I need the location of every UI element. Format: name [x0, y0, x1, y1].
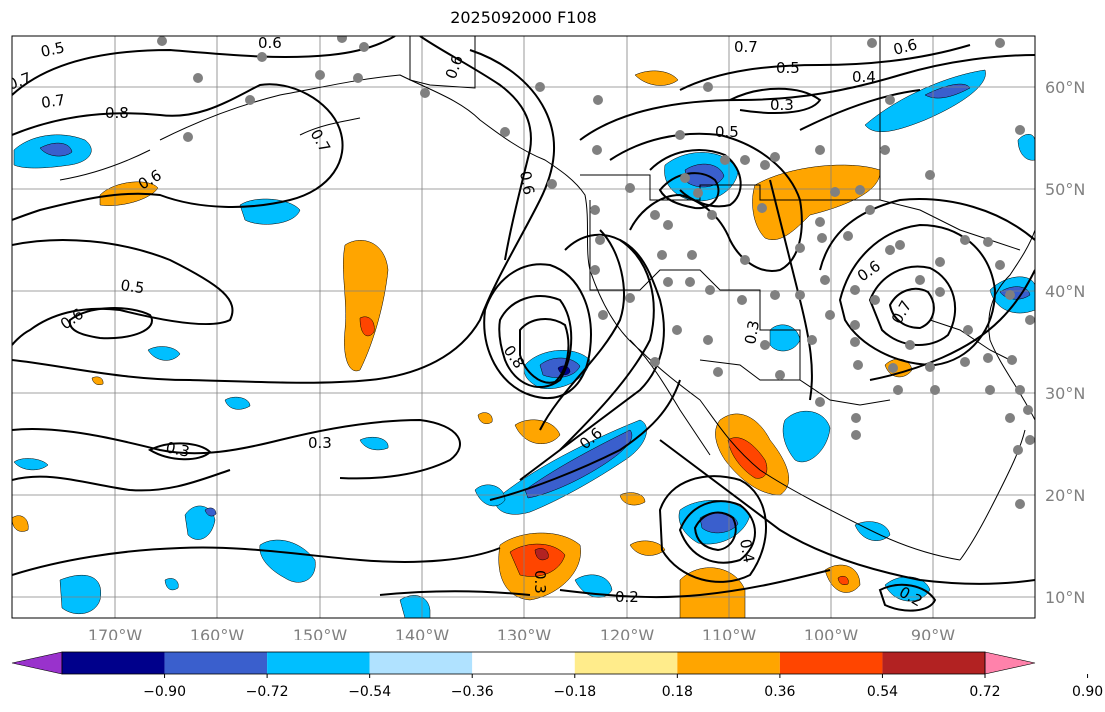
colorbar-frame	[61, 651, 986, 675]
contour-label: 0.3	[531, 570, 549, 594]
contour-label: 0.5	[715, 123, 739, 141]
lat-label: 40°N	[1045, 282, 1085, 301]
contour-label: 0.7	[40, 91, 66, 112]
colorbar-segment	[677, 652, 780, 674]
patch-pos	[514, 419, 561, 445]
lat-label: 20°N	[1045, 486, 1085, 505]
station-dots	[157, 36, 1035, 509]
colorbar-segment	[574, 652, 678, 674]
contour-label: 0.5	[119, 276, 145, 297]
colorbar-tick-label: 0.36	[764, 684, 795, 700]
contour-label: 0.4	[852, 68, 876, 86]
lon-label: 100°W	[804, 626, 859, 640]
colorbar-tick-label: −0.72	[246, 684, 289, 700]
patch-pos	[343, 240, 389, 372]
chart-title: 2025092000 F108	[450, 8, 597, 27]
colorbar-segment	[882, 652, 985, 674]
colorbar-extend-max	[984, 651, 1036, 675]
contour-label: 0.3	[308, 434, 332, 452]
colorbar-tick-label: 0.90	[1072, 684, 1103, 700]
colorbar-extend-min	[11, 651, 63, 675]
lat-label: 30°N	[1045, 384, 1085, 403]
colorbar-tick-label: 0.54	[867, 684, 898, 700]
grid-lines	[12, 36, 1035, 618]
patch-pos	[619, 492, 646, 506]
contour-label: 0.7	[5, 69, 34, 94]
colorbar-segment	[62, 652, 165, 674]
colorbar: −0.90 −0.72 −0.54 −0.36 −0.18 0.18 0.36 0.54 0.7…	[11, 651, 1103, 700]
patch-neg	[924, 83, 971, 99]
patch-neg	[147, 346, 181, 361]
lon-label: 120°W	[600, 626, 655, 640]
contour-label: 0.3	[164, 438, 191, 461]
colorbar-tick-label: 0.72	[969, 684, 1000, 700]
contour-label: 0.5	[776, 59, 800, 77]
colorbar-segments	[11, 651, 1036, 675]
patch-neg	[39, 142, 73, 157]
patch-neg	[204, 507, 217, 517]
colorbar-tick-label: −0.18	[553, 684, 596, 700]
patch-pos	[91, 376, 104, 385]
map-frame	[11, 35, 1036, 619]
patch-neg	[224, 396, 251, 410]
patch-pos	[837, 576, 849, 585]
patch-pos	[477, 412, 493, 424]
contour-label: 0.5	[39, 38, 66, 61]
patch-pos	[534, 548, 549, 561]
lat-label: 50°N	[1045, 180, 1085, 199]
lat-label: 10°N	[1045, 588, 1085, 607]
lon-label: 170°W	[88, 626, 143, 640]
patch-neg	[782, 410, 831, 462]
patch-neg	[59, 574, 102, 615]
lon-label: 90°W	[911, 626, 955, 640]
contour-label: 0.6	[516, 170, 538, 197]
colorbar-tick-label: −0.36	[451, 684, 494, 700]
lon-label: 130°W	[497, 626, 552, 640]
contour-label: 0.3	[741, 319, 763, 346]
contour-label: 0.6	[891, 35, 919, 59]
contour-label: 0.6	[258, 34, 282, 52]
colorbar-tick-label: 0.18	[662, 684, 693, 700]
contour-label: 0.4	[736, 538, 758, 565]
patch-pos	[359, 316, 375, 337]
contour-label: 0.3	[770, 96, 794, 114]
colorbar-tick-label: −0.90	[143, 684, 186, 700]
patch-neg	[164, 578, 179, 591]
lat-label: 60°N	[1045, 78, 1085, 97]
patch-pos	[752, 164, 881, 240]
patch-neg	[13, 458, 49, 471]
patch-pos	[634, 70, 679, 86]
lon-label: 150°W	[293, 626, 348, 640]
lon-labels: 170°W 160°W 150°W 140°W 130°W 120°W 110°…	[88, 626, 955, 640]
colorbar-segment	[472, 652, 575, 674]
colorbar-segment	[369, 652, 473, 674]
contour-label: 0.2	[615, 588, 639, 606]
colorbar-segment	[779, 652, 883, 674]
patch-pos	[12, 515, 29, 532]
lon-label: 160°W	[190, 626, 245, 640]
contour-label: 0.8	[105, 104, 129, 122]
patch-neg	[359, 437, 389, 451]
colorbar-segment	[267, 652, 370, 674]
lon-label: 140°W	[395, 626, 450, 640]
map: 0.5 0.6 0.7 0.8 0.6 0.7 0.6 0.5 0.6 0.3 …	[5, 34, 1085, 640]
patch-neg	[684, 163, 725, 188]
lat-labels: 10°N 20°N 30°N 40°N 50°N 60°N	[1045, 78, 1085, 607]
colorbar-segment	[164, 652, 268, 674]
colorbar-tick-label: −0.54	[348, 684, 391, 700]
patch-neg	[1017, 134, 1035, 161]
lon-label: 110°W	[702, 626, 757, 640]
contour-label: 0.7	[734, 38, 758, 56]
patch-pos	[629, 540, 666, 556]
colorbar-ticks: −0.90 −0.72 −0.54 −0.36 −0.18 0.18 0.36 0.54 0.7…	[143, 674, 1103, 700]
